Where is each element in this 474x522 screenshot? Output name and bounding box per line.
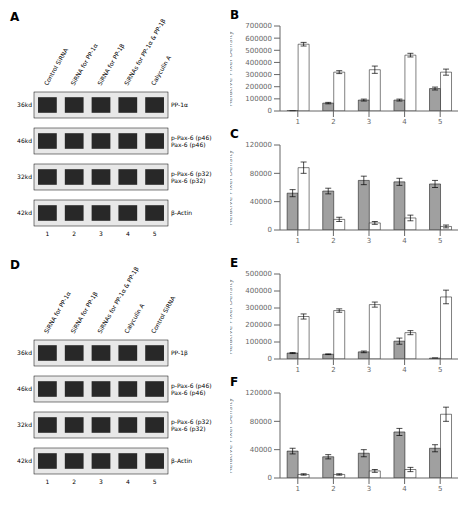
svg-text:36kd: 36kd <box>17 101 32 108</box>
svg-text:500000: 500000 <box>245 47 272 55</box>
svg-text:300000: 300000 <box>245 304 272 312</box>
svg-text:2: 2 <box>331 118 335 126</box>
svg-text:1: 1 <box>45 478 49 485</box>
svg-text:β-Actin: β-Actin <box>171 457 192 465</box>
svg-text:Calyculin A: Calyculin A <box>149 53 173 87</box>
svg-text:2: 2 <box>72 478 76 485</box>
svg-text:5: 5 <box>438 366 442 374</box>
svg-text:2: 2 <box>331 485 335 493</box>
svg-text:4: 4 <box>402 118 407 126</box>
svg-text:3: 3 <box>99 478 103 485</box>
html-text:F: F <box>230 375 239 389</box>
svg-text:1: 1 <box>45 230 49 237</box>
svg-text:4: 4 <box>402 237 407 245</box>
svg-text:3: 3 <box>367 118 371 126</box>
svg-text:1: 1 <box>296 366 300 374</box>
svg-text:Control SiRNA: Control SiRNA <box>42 46 69 87</box>
svg-text:600000: 600000 <box>245 35 272 43</box>
svg-text:120000: 120000 <box>245 141 272 149</box>
svg-text:4: 4 <box>402 485 407 493</box>
svg-text:2: 2 <box>331 366 335 374</box>
svg-text:1: 1 <box>296 118 300 126</box>
svg-text:Relative Pixel Density: Relative Pixel Density <box>230 279 234 354</box>
svg-text:SiRNA for PP-1α: SiRNA for PP-1α <box>42 290 72 335</box>
svg-text:46kd: 46kd <box>17 137 32 144</box>
svg-text:32kd: 32kd <box>17 173 32 180</box>
svg-text:5: 5 <box>438 237 442 245</box>
svg-text:0: 0 <box>268 107 272 115</box>
svg-text:4: 4 <box>126 230 130 237</box>
svg-text:Control SiRNA: Control SiRNA <box>149 294 176 335</box>
svg-text:700000: 700000 <box>245 22 272 30</box>
svg-text:400000: 400000 <box>245 287 272 295</box>
svg-text:100000: 100000 <box>245 338 272 346</box>
svg-text:0: 0 <box>268 226 272 234</box>
svg-text:4: 4 <box>402 366 407 374</box>
svg-text:42kd: 42kd <box>17 457 32 464</box>
svg-text:5: 5 <box>438 485 442 493</box>
svg-text:5: 5 <box>153 230 157 237</box>
svg-text:Relative Pixel Density: Relative Pixel Density <box>230 31 234 106</box>
svg-text:40000: 40000 <box>250 446 272 454</box>
svg-text:0: 0 <box>268 474 272 482</box>
svg-text:36kd: 36kd <box>17 349 32 356</box>
svg-text:2: 2 <box>72 230 76 237</box>
svg-text:Relative Pixel Density: Relative Pixel Density <box>230 398 234 473</box>
html-text:B: B <box>230 8 240 22</box>
svg-text:β-Actin: β-Actin <box>171 209 192 217</box>
svg-text:SiRNA for PP-1β: SiRNA for PP-1β <box>69 290 100 335</box>
svg-text:PP-1β: PP-1β <box>171 349 188 357</box>
svg-text:300000: 300000 <box>245 71 272 79</box>
svg-text:32kd: 32kd <box>17 421 32 428</box>
svg-text:2: 2 <box>331 237 335 245</box>
svg-text:SiRNA for PP-1α: SiRNA for PP-1α <box>69 42 99 87</box>
svg-text:PP-1α: PP-1α <box>171 101 188 108</box>
svg-text:1: 1 <box>296 237 300 245</box>
svg-text:SiRNAs for PP-1α & PP-1β: SiRNAs for PP-1α & PP-1β <box>95 265 140 335</box>
svg-text:4: 4 <box>126 478 130 485</box>
svg-text:0: 0 <box>268 355 272 363</box>
svg-text:46kd: 46kd <box>17 385 32 392</box>
svg-text:500000: 500000 <box>245 270 272 278</box>
svg-text:5: 5 <box>438 118 442 126</box>
svg-text:1: 1 <box>296 485 300 493</box>
svg-text:200000: 200000 <box>245 83 272 91</box>
svg-text:3: 3 <box>367 366 371 374</box>
svg-text:400000: 400000 <box>245 59 272 67</box>
svg-text:Calyculin A: Calyculin A <box>123 301 147 335</box>
svg-text:100000: 100000 <box>245 95 272 103</box>
svg-text:p-Pax-6 (p46)Pax-6 (p46): p-Pax-6 (p46)Pax-6 (p46) <box>171 133 212 148</box>
svg-text:120000: 120000 <box>245 389 272 397</box>
html-text:E: E <box>230 256 239 270</box>
svg-text:42kd: 42kd <box>17 209 32 216</box>
svg-text:p-Pax-6 (p46)Pax-6 (p46): p-Pax-6 (p46)Pax-6 (p46) <box>171 381 212 396</box>
svg-text:p-Pax-6 (p32)Pax-6 (p32): p-Pax-6 (p32)Pax-6 (p32) <box>171 169 212 184</box>
svg-text:3: 3 <box>99 230 103 237</box>
svg-text:SiRNA for PP-1β: SiRNA for PP-1β <box>96 42 127 87</box>
svg-text:Relative Pixel Density: Relative Pixel Density <box>230 150 234 225</box>
svg-text:SiRNAs for PP-1α & PP-1β: SiRNAs for PP-1α & PP-1β <box>122 17 167 87</box>
svg-text:p-Pax-6 (p32)Pax-6 (p32): p-Pax-6 (p32)Pax-6 (p32) <box>171 417 212 432</box>
svg-text:A: A <box>10 10 20 24</box>
svg-text:40000: 40000 <box>250 198 272 206</box>
svg-text:200000: 200000 <box>245 321 272 329</box>
svg-text:3: 3 <box>367 237 371 245</box>
svg-text:80000: 80000 <box>250 418 272 426</box>
svg-text:5: 5 <box>153 478 157 485</box>
svg-text:D: D <box>10 258 20 272</box>
html-text:C: C <box>230 127 239 141</box>
svg-text:3: 3 <box>367 485 371 493</box>
svg-text:80000: 80000 <box>250 170 272 178</box>
